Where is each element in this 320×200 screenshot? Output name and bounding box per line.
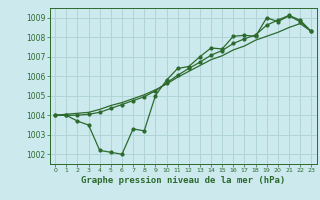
X-axis label: Graphe pression niveau de la mer (hPa): Graphe pression niveau de la mer (hPa) [81,176,285,185]
